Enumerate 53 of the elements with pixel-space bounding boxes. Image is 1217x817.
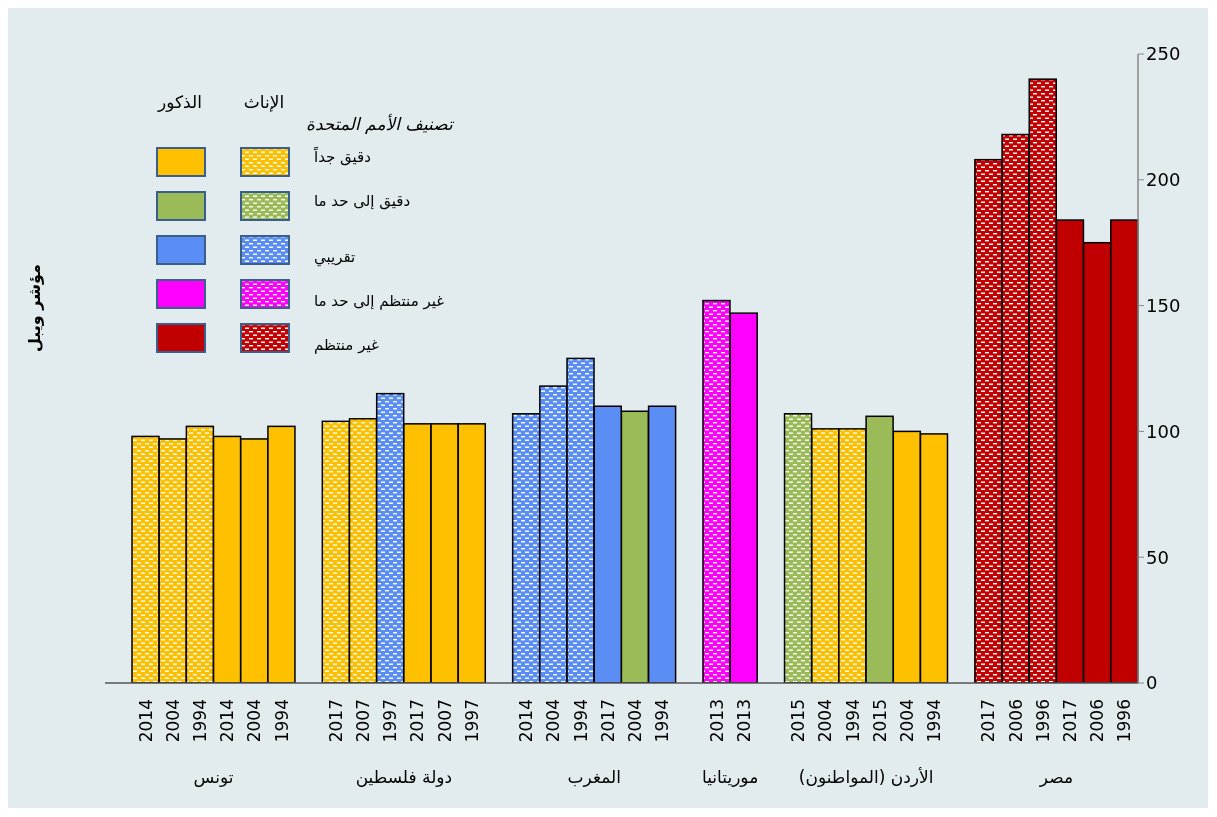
text: الأردن (المواطنون) <box>798 767 934 787</box>
x-tick-label: 2004 <box>625 699 645 743</box>
y-tick-label: 100 <box>1146 420 1181 442</box>
x-tick-label: 2007 <box>434 699 455 743</box>
annotation: الذكور <box>156 92 203 112</box>
x-tick-label: 2017 <box>597 699 618 743</box>
x-tick-label: 2014 <box>516 699 537 743</box>
x-tick-label: 2017 <box>978 699 999 743</box>
x-tick-label: 2014 <box>217 699 238 743</box>
x-tick-label: 1996 <box>1032 699 1053 743</box>
x-tick-label: 2004 <box>162 699 183 743</box>
legend-label: غير منتظم إلى حد ما <box>314 292 445 310</box>
x-tick-label: 2014 <box>135 699 156 743</box>
x-tick-label: 2017 <box>407 699 428 743</box>
x-tick-label: 2017 <box>325 699 346 743</box>
x-tick-label: 2004 <box>244 699 265 743</box>
x-tick-label: 2004 <box>815 699 836 743</box>
x-tick-label: 1994 <box>652 699 673 743</box>
text: موريتانيا <box>702 767 759 787</box>
x-tick-label: 1994 <box>271 699 292 743</box>
x-tick-label: 1994 <box>570 699 591 743</box>
x-tick-label: 2006 <box>1005 699 1026 743</box>
legend-label: تقريبي <box>314 248 356 266</box>
legend-title: تصنيف الأمم المتحدة <box>306 114 453 134</box>
x-tick-label: 1997 <box>461 699 482 743</box>
text: دولة فلسطين <box>355 767 453 787</box>
x-tick-label: 2007 <box>353 699 374 743</box>
annotation: الإناث <box>242 92 286 112</box>
y-tick-label: 250 <box>1146 43 1181 65</box>
x-tick-label: 2013 <box>733 699 754 743</box>
x-tick-label: 2004 <box>896 699 917 743</box>
y-tick-label: 50 <box>1146 546 1169 568</box>
y-tick-label: 200 <box>1146 169 1181 191</box>
x-tick-label: 1997 <box>380 699 401 743</box>
x-tick-label: 1994 <box>842 699 863 743</box>
x-tick-label: 2004 <box>543 699 564 743</box>
text: المغرب <box>567 767 621 787</box>
x-tick-label: 2015 <box>869 699 890 743</box>
text: مصر <box>1038 767 1074 787</box>
x-tick-label: 2015 <box>788 699 809 743</box>
x-tick-label: 2017 <box>1060 699 1081 743</box>
x-tick-label: 1994 <box>189 699 210 743</box>
legend-label: دقيق إلى حد ما <box>314 192 411 210</box>
x-tick-label: 2013 <box>706 699 727 743</box>
legend-label: غير منتظم <box>314 336 379 354</box>
x-tick-label: 2006 <box>1087 699 1108 743</box>
x-tick-label: 1996 <box>1114 699 1135 743</box>
x-tick-label: 1994 <box>924 699 945 743</box>
legend-label: دقيق جداً <box>314 148 371 166</box>
y-tick-label: 0 <box>1146 672 1158 694</box>
text: تونس <box>193 767 234 787</box>
y-axis-title: مؤشر ويبل <box>24 264 44 352</box>
y-tick-label: 150 <box>1146 294 1181 316</box>
